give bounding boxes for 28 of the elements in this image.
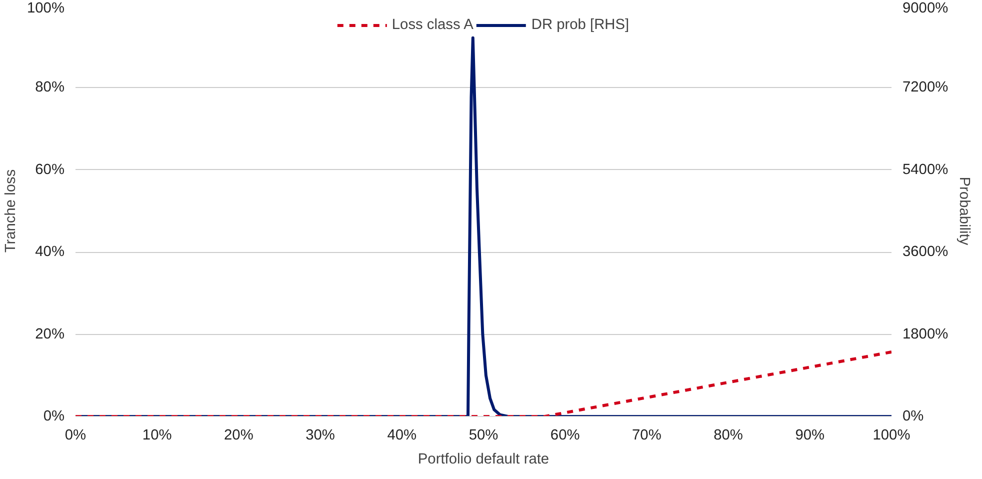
x-tick-label: 20% bbox=[224, 428, 254, 444]
x-tick-label: 30% bbox=[306, 428, 335, 444]
y2-tick-label: 7200% bbox=[902, 80, 948, 96]
x-tick-label: 60% bbox=[550, 428, 580, 444]
y2-tick-label: 9000% bbox=[902, 0, 948, 16]
y2-tick-label: 3600% bbox=[902, 244, 948, 260]
x-axis-title: Portfolio default rate bbox=[418, 452, 550, 468]
x-tick-label: 0% bbox=[64, 428, 86, 444]
x-tick-label: 10% bbox=[142, 428, 172, 444]
x-tick-label: 40% bbox=[387, 428, 417, 444]
legend-label: DR prob [RHS] bbox=[531, 17, 630, 33]
x-tick-label: 70% bbox=[632, 428, 662, 444]
y-tick-label: 100% bbox=[27, 0, 65, 16]
legend-label: Loss class A bbox=[392, 17, 474, 33]
y-tick-label: 40% bbox=[35, 244, 65, 260]
x-tick-label: 50% bbox=[468, 428, 498, 444]
x-tick-label: 90% bbox=[795, 428, 825, 444]
y2-tick-label: 1800% bbox=[902, 326, 948, 342]
x-tick-label: 80% bbox=[714, 428, 743, 444]
y-tick-label: 0% bbox=[43, 408, 65, 424]
y2-tick-label: 0% bbox=[902, 408, 924, 424]
y2-tick-label: 5400% bbox=[902, 162, 948, 178]
y-tick-label: 80% bbox=[35, 80, 65, 96]
y-tick-label: 20% bbox=[35, 326, 65, 342]
x-tick-label: 100% bbox=[872, 428, 910, 444]
y-axis-title: Tranche loss bbox=[3, 169, 20, 253]
y-tick-label: 60% bbox=[35, 162, 65, 178]
y2-axis-title: Probability bbox=[956, 176, 972, 246]
